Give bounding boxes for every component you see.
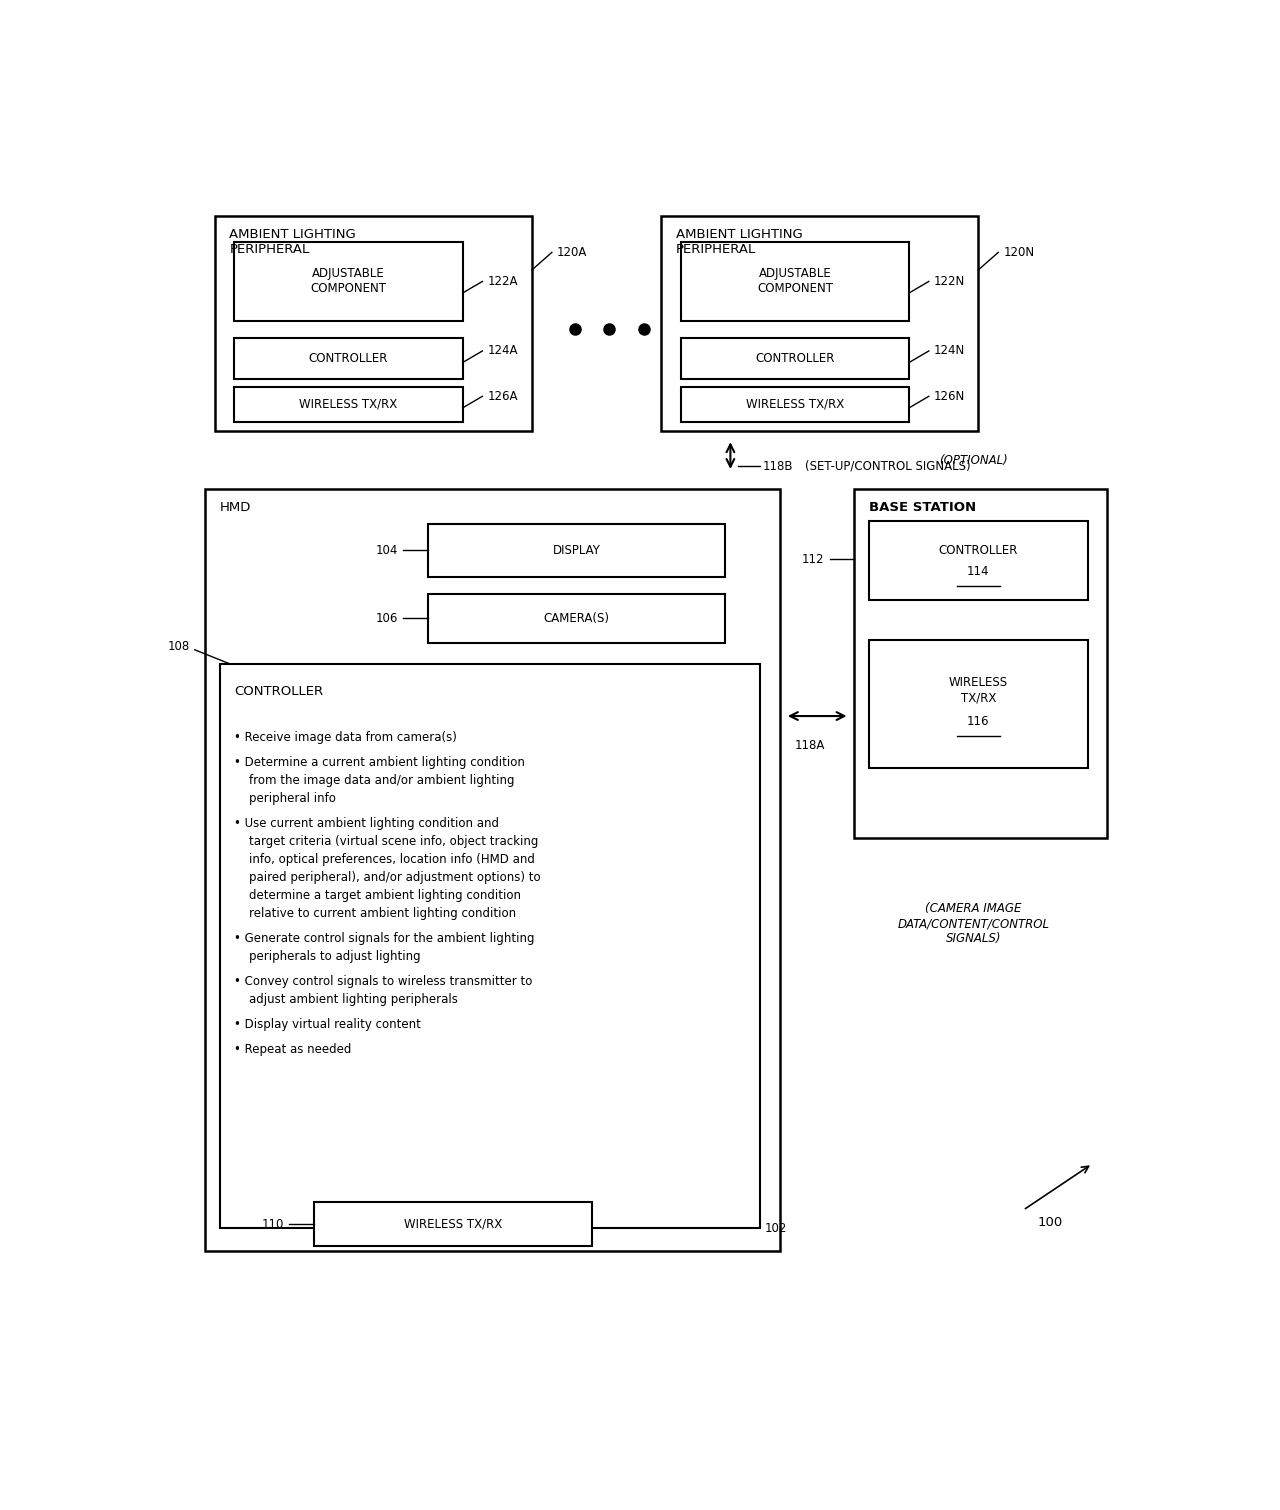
Text: WIRELESS
TX/RX: WIRELESS TX/RX	[948, 676, 1007, 705]
Bar	[215, 216, 532, 432]
Text: AMBIENT LIGHTING
PERIPHERAL: AMBIENT LIGHTING PERIPHERAL	[676, 228, 803, 255]
Bar	[855, 489, 1107, 838]
Text: target criteria (virtual scene info, object tracking: target criteria (virtual scene info, obj…	[234, 835, 539, 849]
Text: CONTROLLER: CONTROLLER	[938, 545, 1018, 557]
Text: 104: 104	[376, 544, 398, 557]
Text: CONTROLLER: CONTROLLER	[308, 352, 388, 365]
Bar	[234, 242, 462, 320]
Text: 126A: 126A	[488, 390, 518, 403]
Text: ADJUSTABLE
COMPONENT: ADJUSTABLE COMPONENT	[756, 267, 833, 294]
Text: from the image data and/or ambient lighting: from the image data and/or ambient light…	[234, 775, 515, 787]
Text: 112: 112	[803, 553, 824, 566]
Text: 116: 116	[968, 716, 989, 728]
Bar	[681, 387, 909, 421]
Bar	[234, 338, 462, 379]
Text: 118A: 118A	[795, 740, 826, 752]
Bar	[314, 1202, 591, 1246]
Text: 124N: 124N	[934, 344, 965, 358]
Text: 106: 106	[376, 612, 398, 625]
Text: ADJUSTABLE
COMPONENT: ADJUSTABLE COMPONENT	[311, 267, 387, 294]
Text: WIRELESS TX/RX: WIRELESS TX/RX	[300, 399, 398, 411]
Text: 126N: 126N	[934, 390, 965, 403]
Text: (OPTIONAL): (OPTIONAL)	[940, 453, 1007, 467]
Text: 100: 100	[1038, 1216, 1064, 1229]
Text: determine a target ambient lighting condition: determine a target ambient lighting cond…	[234, 889, 521, 903]
Text: • Repeat as needed: • Repeat as needed	[234, 1043, 352, 1057]
Text: CONTROLLER: CONTROLLER	[755, 352, 835, 365]
Bar	[681, 242, 909, 320]
Text: (CAMERA IMAGE
DATA/CONTENT/CONTROL
SIGNALS): (CAMERA IMAGE DATA/CONTENT/CONTROL SIGNA…	[897, 901, 1050, 945]
Bar	[681, 338, 909, 379]
Text: 124A: 124A	[488, 344, 518, 358]
Text: 120A: 120A	[557, 246, 588, 258]
Text: 122N: 122N	[934, 275, 965, 288]
Text: • Generate control signals for the ambient lighting: • Generate control signals for the ambie…	[234, 932, 535, 945]
Text: 120N: 120N	[1004, 246, 1034, 258]
Text: 108: 108	[168, 640, 189, 652]
Text: DISPLAY: DISPLAY	[553, 544, 600, 557]
Text: CAMERA(S): CAMERA(S)	[544, 612, 609, 625]
Bar	[869, 640, 1088, 769]
Text: WIRELESS TX/RX: WIRELESS TX/RX	[403, 1217, 502, 1231]
Bar	[428, 593, 726, 643]
Text: relative to current ambient lighting condition: relative to current ambient lighting con…	[234, 908, 517, 920]
Text: • Convey control signals to wireless transmitter to: • Convey control signals to wireless tra…	[234, 975, 532, 989]
Text: BASE STATION: BASE STATION	[869, 501, 977, 513]
Bar	[220, 664, 760, 1228]
Text: HMD: HMD	[220, 501, 251, 513]
Text: 122A: 122A	[488, 275, 518, 288]
Text: • Display virtual reality content: • Display virtual reality content	[234, 1018, 421, 1031]
Text: (SET-UP/CONTROL SIGNALS): (SET-UP/CONTROL SIGNALS)	[805, 459, 970, 473]
Text: peripherals to adjust lighting: peripherals to adjust lighting	[234, 950, 421, 963]
Text: adjust ambient lighting peripherals: adjust ambient lighting peripherals	[234, 994, 458, 1006]
Text: info, optical preferences, location info (HMD and: info, optical preferences, location info…	[234, 853, 535, 867]
Text: 114: 114	[968, 565, 989, 578]
Text: peripheral info: peripheral info	[234, 793, 337, 805]
Text: • Receive image data from camera(s): • Receive image data from camera(s)	[234, 731, 457, 744]
Text: • Use current ambient lighting condition and: • Use current ambient lighting condition…	[234, 817, 499, 831]
Text: 102: 102	[765, 1222, 787, 1235]
Bar	[660, 216, 978, 432]
Text: paired peripheral), and/or adjustment options) to: paired peripheral), and/or adjustment op…	[234, 871, 541, 885]
Text: AMBIENT LIGHTING
PERIPHERAL: AMBIENT LIGHTING PERIPHERAL	[229, 228, 356, 255]
Bar	[869, 521, 1088, 599]
Text: 118B: 118B	[763, 459, 794, 473]
Text: • Determine a current ambient lighting condition: • Determine a current ambient lighting c…	[234, 757, 525, 769]
Bar	[428, 524, 726, 577]
Bar	[234, 387, 462, 421]
Text: CONTROLLER: CONTROLLER	[234, 684, 324, 698]
Text: 110: 110	[261, 1217, 284, 1231]
Text: WIRELESS TX/RX: WIRELESS TX/RX	[746, 399, 844, 411]
Bar	[205, 489, 780, 1250]
